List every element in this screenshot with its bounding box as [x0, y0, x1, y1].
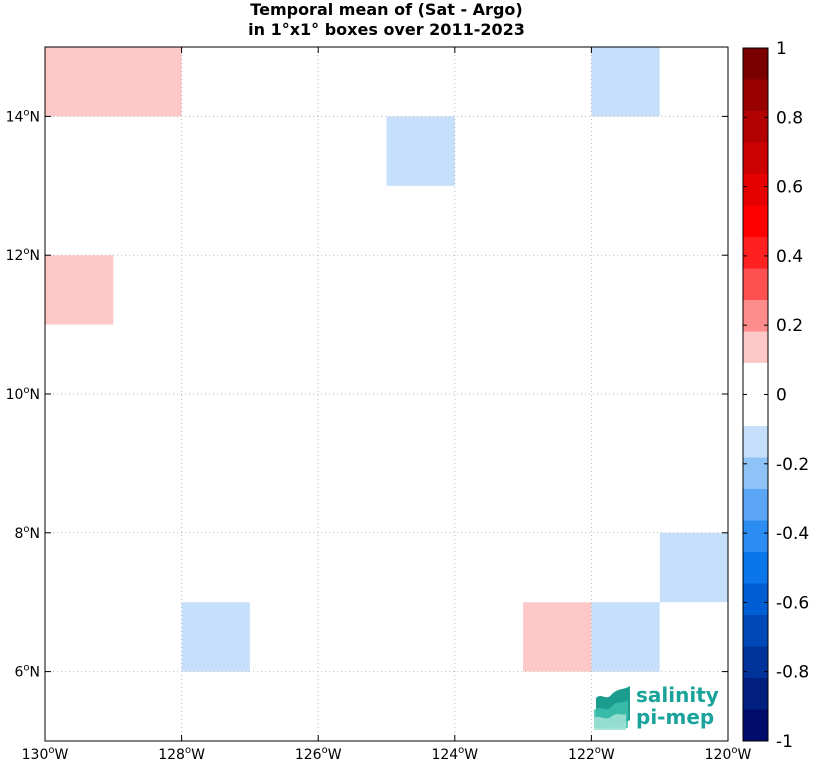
axis-ticks: 130oW 128oW 126oW 124oW 122oW 120oW 6oN 8oN 10oN… — [6, 47, 752, 763]
colorbar-swatch-7 — [743, 268, 768, 301]
data-cell-3 — [591, 47, 660, 117]
colorbar-swatch-19 — [743, 646, 768, 679]
data-cell-5 — [181, 602, 250, 672]
colorbar-tick-label: 0.6 — [776, 178, 803, 198]
colorbar-swatch-11 — [743, 394, 768, 427]
colorbar-swatch-0 — [743, 48, 768, 80]
colorbar-swatch-1 — [743, 79, 768, 112]
colorbar: 1 0.8 0.6 0.4 0.2 0 -0.2 -0.4 -0.6 -0.8 -1 — [742, 39, 809, 752]
colorbar-swatch-15 — [743, 520, 768, 553]
colorbar-swatch-9 — [743, 331, 768, 364]
colorbar-swatch-8 — [743, 300, 768, 332]
colorbar-swatch-20 — [743, 678, 768, 710]
colorbar-tick-label: 1 — [776, 39, 787, 59]
x-tick-label: 120oW — [705, 745, 752, 763]
logo-wave-icon — [594, 686, 630, 730]
colorbar-swatch-3 — [743, 142, 768, 175]
colorbar-swatch-4 — [743, 174, 768, 206]
colorbar-swatch-17 — [743, 583, 768, 616]
colorbar-tick-label: 0.4 — [776, 247, 803, 267]
x-tick-label: 124oW — [431, 745, 478, 763]
colorbar-tick-label: -0.8 — [776, 663, 809, 683]
y-tick-label: 12oN — [6, 246, 40, 264]
colorbar-tick-label: 0.2 — [776, 316, 803, 336]
logo-line-1: salinity — [636, 683, 719, 707]
colorbar-swatch-2 — [743, 111, 768, 143]
x-tick-label: 130oW — [22, 745, 69, 763]
chart-title: Temporal mean of (Sat - Argo) in 1°x1° b… — [45, 0, 728, 40]
data-cell-2 — [386, 116, 455, 186]
data-cell-4 — [659, 532, 728, 603]
data-cell-0 — [45, 47, 182, 117]
colorbar-swatch-6 — [743, 237, 768, 269]
y-tick-label: 10oN — [6, 385, 40, 403]
data-cell-7 — [591, 602, 660, 672]
logo-line-2: pi-mep — [636, 705, 714, 729]
colorbar-swatch-12 — [743, 426, 768, 458]
title-line-1: Temporal mean of (Sat - Argo) — [250, 0, 523, 19]
colorbar-swatch-5 — [743, 205, 768, 238]
colorbar-tick-label: -0.2 — [776, 455, 809, 475]
x-tick-label: 128oW — [158, 745, 205, 763]
colorbar-tick-label: 0.8 — [776, 108, 803, 128]
title-line-2: in 1°x1° boxes over 2011-2023 — [248, 20, 525, 39]
colorbar-tick-label: -1 — [776, 732, 793, 752]
x-tick-label: 122oW — [568, 745, 615, 763]
colorbar-swatch-10 — [743, 363, 768, 395]
colorbar-swatch-18 — [743, 615, 768, 647]
colorbar-swatch-14 — [743, 489, 768, 521]
y-tick-label: 14oN — [6, 107, 40, 125]
data-cell-6 — [523, 602, 592, 672]
colorbar-tick-label: 0 — [776, 386, 787, 406]
y-tick-label: 8oN — [14, 524, 40, 542]
data-cells — [45, 47, 728, 672]
data-cell-1 — [45, 255, 114, 325]
colorbar-tick-label: -0.4 — [776, 524, 809, 544]
colorbar-swatch-16 — [743, 552, 768, 584]
salinity-pimep-logo: salinity pi-mep — [594, 683, 719, 730]
colorbar-tick-label: -0.6 — [776, 593, 809, 613]
y-tick-label: 6oN — [14, 663, 40, 681]
x-tick-label: 126oW — [295, 745, 342, 763]
colorbar-swatch-21 — [743, 709, 768, 742]
colorbar-swatch-13 — [743, 457, 768, 490]
